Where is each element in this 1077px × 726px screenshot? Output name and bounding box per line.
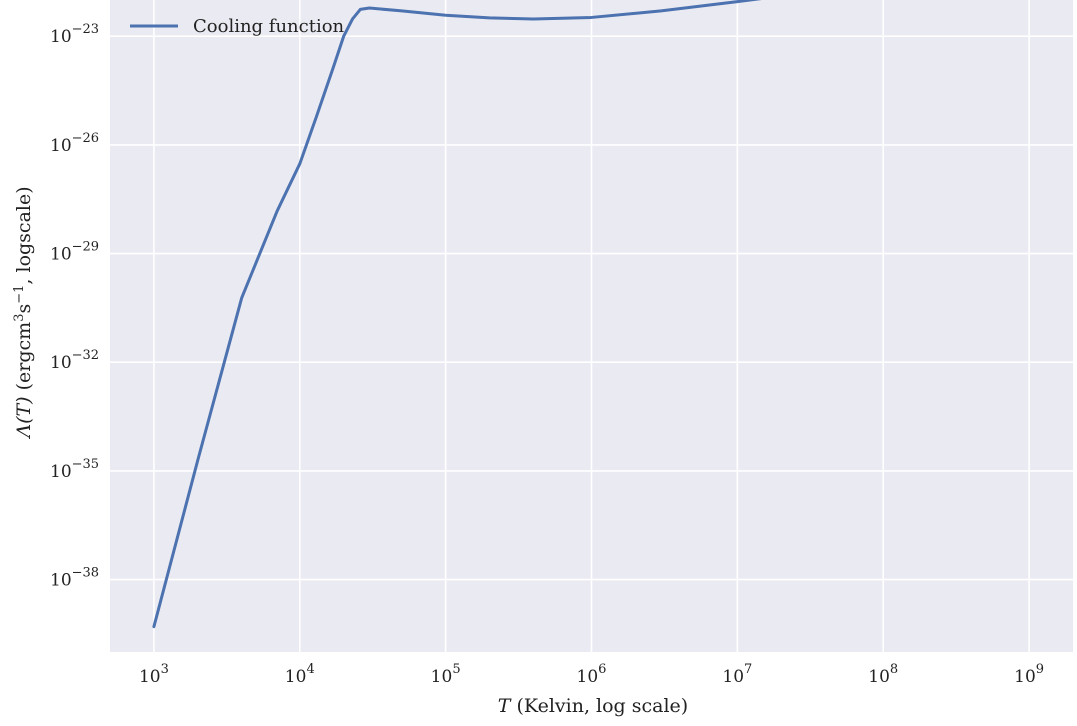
y-tick-base: 10 [50,245,72,265]
x-tick-base: 10 [1014,667,1036,687]
x-tick-label-5: 105 [431,662,461,687]
x-tick-exponent: 8 [890,662,898,677]
x-tick-label-3: 103 [139,662,169,687]
y-tick-exponent: −26 [72,131,99,146]
x-tick-base: 10 [868,667,890,687]
series-layer [152,0,762,629]
x-tick-base: 10 [577,667,599,687]
y-axis-label-scale: , logscale) [13,186,35,284]
x-axis-label-symbol: T [498,695,512,717]
y-tick-base: 10 [50,462,72,482]
y-tick-label-−23: 10−23 [50,22,99,47]
y-tick-exponent: −32 [72,348,99,363]
y-tick-label-−32: 10−32 [50,348,99,373]
x-tick-label-9: 109 [1014,662,1044,687]
legend: Cooling function [130,16,345,37]
series-line-cooling-function [152,0,762,629]
x-tick-exponent: 3 [161,662,169,677]
y-tick-exponent: −35 [72,457,99,472]
legend-label-cooling-function: Cooling function [193,16,345,37]
x-axis-label: T (Kelvin, log scale) [498,695,688,717]
x-tick-base: 10 [139,667,161,687]
y-tick-label-−29: 10−29 [50,240,99,265]
x-tick-label-4: 104 [285,662,315,687]
y-axis-label-sup-minus1: −1 [12,285,27,304]
y-tick-base: 10 [50,571,72,591]
x-axis-label-text: (Kelvin, log scale) [510,695,688,717]
y-tick-label-−26: 10−26 [50,131,99,156]
y-axis-label-s: s [13,304,35,314]
x-tick-label-8: 108 [868,662,898,687]
y-tick-exponent: −38 [72,566,99,581]
x-tick-labels: 103 104 105 106 107 108 109 [139,662,1044,687]
x-tick-exponent: 6 [598,662,606,677]
x-tick-base: 10 [285,667,307,687]
y-tick-label-−38: 10−38 [50,566,99,591]
y-axis-label-symbol: Λ(T) [13,396,35,439]
y-tick-base: 10 [50,353,72,373]
grid-lines [110,0,1073,652]
x-tick-base: 10 [431,667,453,687]
x-tick-label-6: 106 [577,662,607,687]
y-tick-exponent: −29 [72,240,99,255]
x-tick-label-7: 107 [722,662,752,687]
y-axis-label-sup-3: 3 [12,314,27,322]
x-tick-exponent: 7 [744,662,752,677]
y-axis-label-units: (ergcm [13,322,35,397]
y-tick-label-−35: 10−35 [50,457,99,482]
y-tick-exponent: −23 [72,22,99,37]
y-axis-label: Λ(T) (ergcm3s−1, logscale) [12,186,35,439]
x-tick-base: 10 [722,667,744,687]
x-tick-exponent: 5 [452,662,460,677]
x-tick-exponent: 4 [306,662,314,677]
y-tick-base: 10 [50,136,72,156]
x-tick-exponent: 9 [1036,662,1044,677]
y-tick-base: 10 [50,27,72,47]
